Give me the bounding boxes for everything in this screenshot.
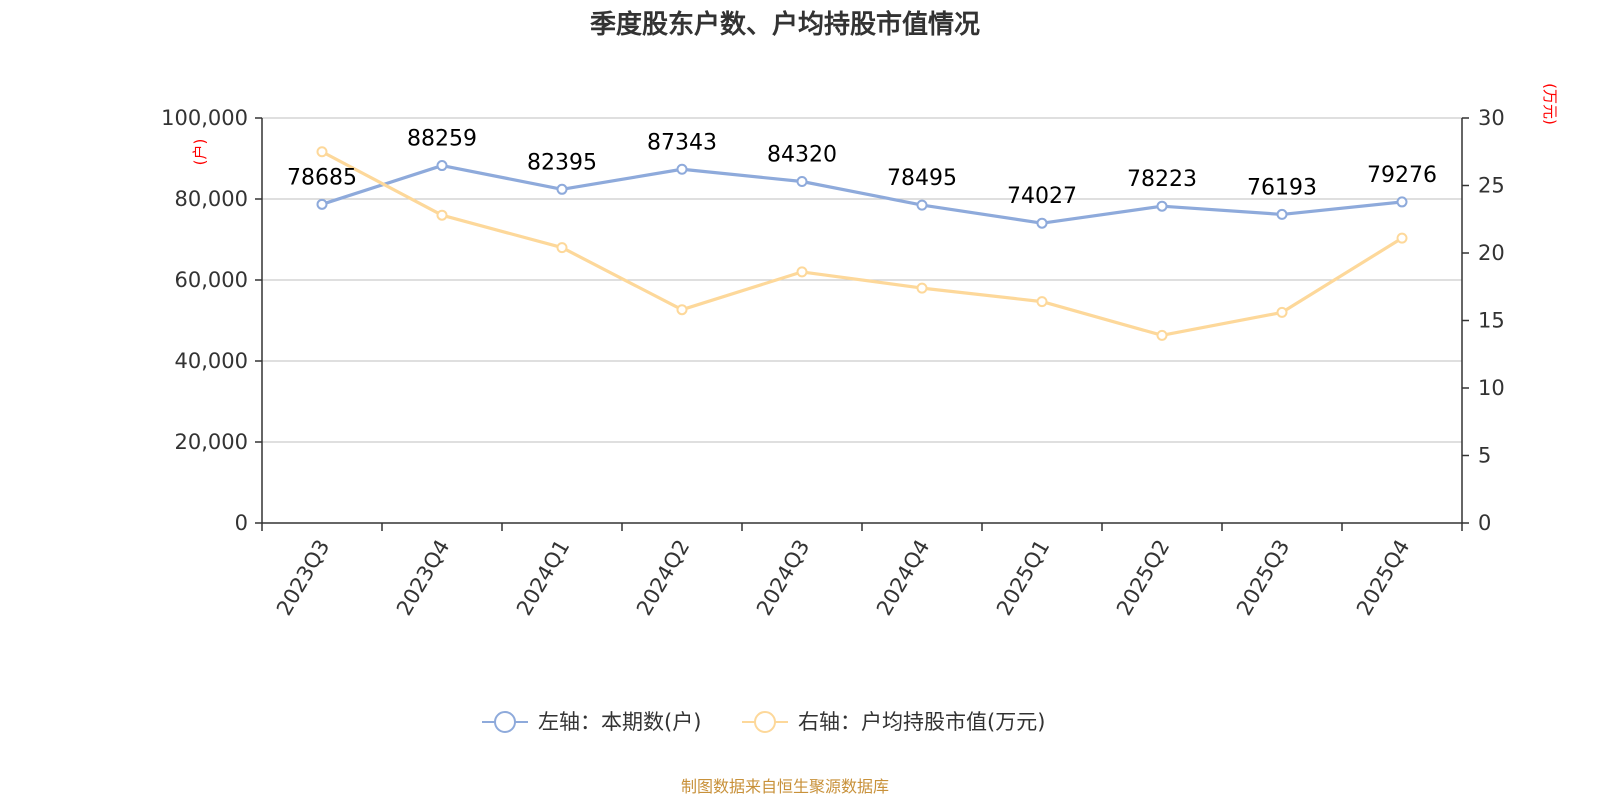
left-tick-label: 80,000	[175, 187, 248, 211]
right-tick-label: 0	[1478, 511, 1491, 535]
data-point	[1156, 200, 1168, 212]
x-tick-label: 2024Q3	[752, 536, 814, 620]
left-tick-label: 20,000	[175, 430, 248, 454]
legend-item[interactable]: 左轴：本期数(户)	[482, 710, 701, 734]
left-axis-unit: (户)	[191, 139, 209, 166]
legend-marker-icon	[754, 711, 776, 733]
data-point	[1276, 306, 1288, 318]
data-point	[676, 163, 688, 175]
right-tick-label: 20	[1478, 241, 1505, 265]
left-tick-label: 0	[235, 511, 248, 535]
right-tick-label: 30	[1478, 106, 1505, 130]
left-tick-label: 60,000	[175, 268, 248, 292]
series-line-right	[321, 150, 1403, 337]
axes: 0 20,000 40,000 60,000 80,000 100,000 0 5 10 15 20…	[161, 83, 1559, 620]
data-point	[436, 209, 448, 221]
data-point	[556, 183, 568, 195]
data-label: 79276	[1367, 163, 1437, 188]
data-label: 76193	[1247, 175, 1317, 200]
data-point	[1396, 196, 1408, 208]
data-point	[556, 242, 568, 254]
right-tick-label: 5	[1478, 444, 1491, 468]
x-tick-label: 2025Q2	[1112, 536, 1174, 620]
legend-item[interactable]: 右轴：户均持股市值(万元)	[742, 710, 1045, 734]
x-tick-label: 2025Q4	[1352, 536, 1414, 620]
data-point	[1276, 208, 1288, 220]
data-labels: 78685 88259 82395 87343 84320 78495 74027 78223…	[287, 127, 1437, 210]
data-label: 84320	[767, 143, 837, 168]
data-label: 78495	[887, 166, 957, 191]
legend-label: 右轴：户均持股市值(万元)	[798, 710, 1045, 734]
data-point	[316, 146, 328, 158]
x-tick-label: 2025Q3	[1232, 536, 1294, 620]
data-label: 74027	[1007, 184, 1077, 209]
right-tick-label: 10	[1478, 376, 1505, 400]
x-tick-label: 2024Q2	[632, 536, 694, 620]
data-point	[1156, 329, 1168, 341]
data-point	[1036, 217, 1048, 229]
x-tick-label: 2024Q1	[512, 536, 574, 620]
data-label: 88259	[407, 127, 477, 152]
data-point	[676, 304, 688, 316]
left-tick-label: 40,000	[175, 349, 248, 373]
right-tick-label: 15	[1478, 309, 1505, 333]
data-label: 82395	[527, 150, 597, 175]
legend-label: 左轴：本期数(户)	[538, 710, 701, 734]
data-point	[796, 266, 808, 278]
x-tick-label: 2025Q1	[992, 536, 1054, 620]
data-label: 78685	[287, 165, 357, 190]
data-point	[316, 198, 328, 210]
legend-marker-icon	[494, 711, 516, 733]
data-point	[916, 282, 928, 294]
data-label: 87343	[647, 130, 717, 155]
series-line-left	[321, 163, 1403, 225]
data-point	[796, 176, 808, 188]
x-tick-label: 2023Q3	[272, 536, 334, 620]
x-tick-label: 2023Q4	[392, 536, 454, 620]
data-point	[916, 199, 928, 211]
x-tick-label: 2024Q4	[872, 536, 934, 620]
right-axis-unit: (万元)	[1541, 83, 1559, 125]
data-point	[1396, 232, 1408, 244]
data-point	[436, 160, 448, 172]
left-tick-label: 100,000	[161, 106, 248, 130]
legend[interactable]: 左轴：本期数(户) 右轴：户均持股市值(万元)	[482, 710, 1045, 734]
series-layer	[316, 146, 1408, 341]
data-label: 78223	[1127, 167, 1197, 192]
source-note: 制图数据来自恒生聚源数据库	[681, 777, 889, 796]
data-point	[1036, 296, 1048, 308]
right-tick-label: 25	[1478, 174, 1505, 198]
chart-title: 季度股东户数、户均持股市值情况	[590, 9, 980, 40]
